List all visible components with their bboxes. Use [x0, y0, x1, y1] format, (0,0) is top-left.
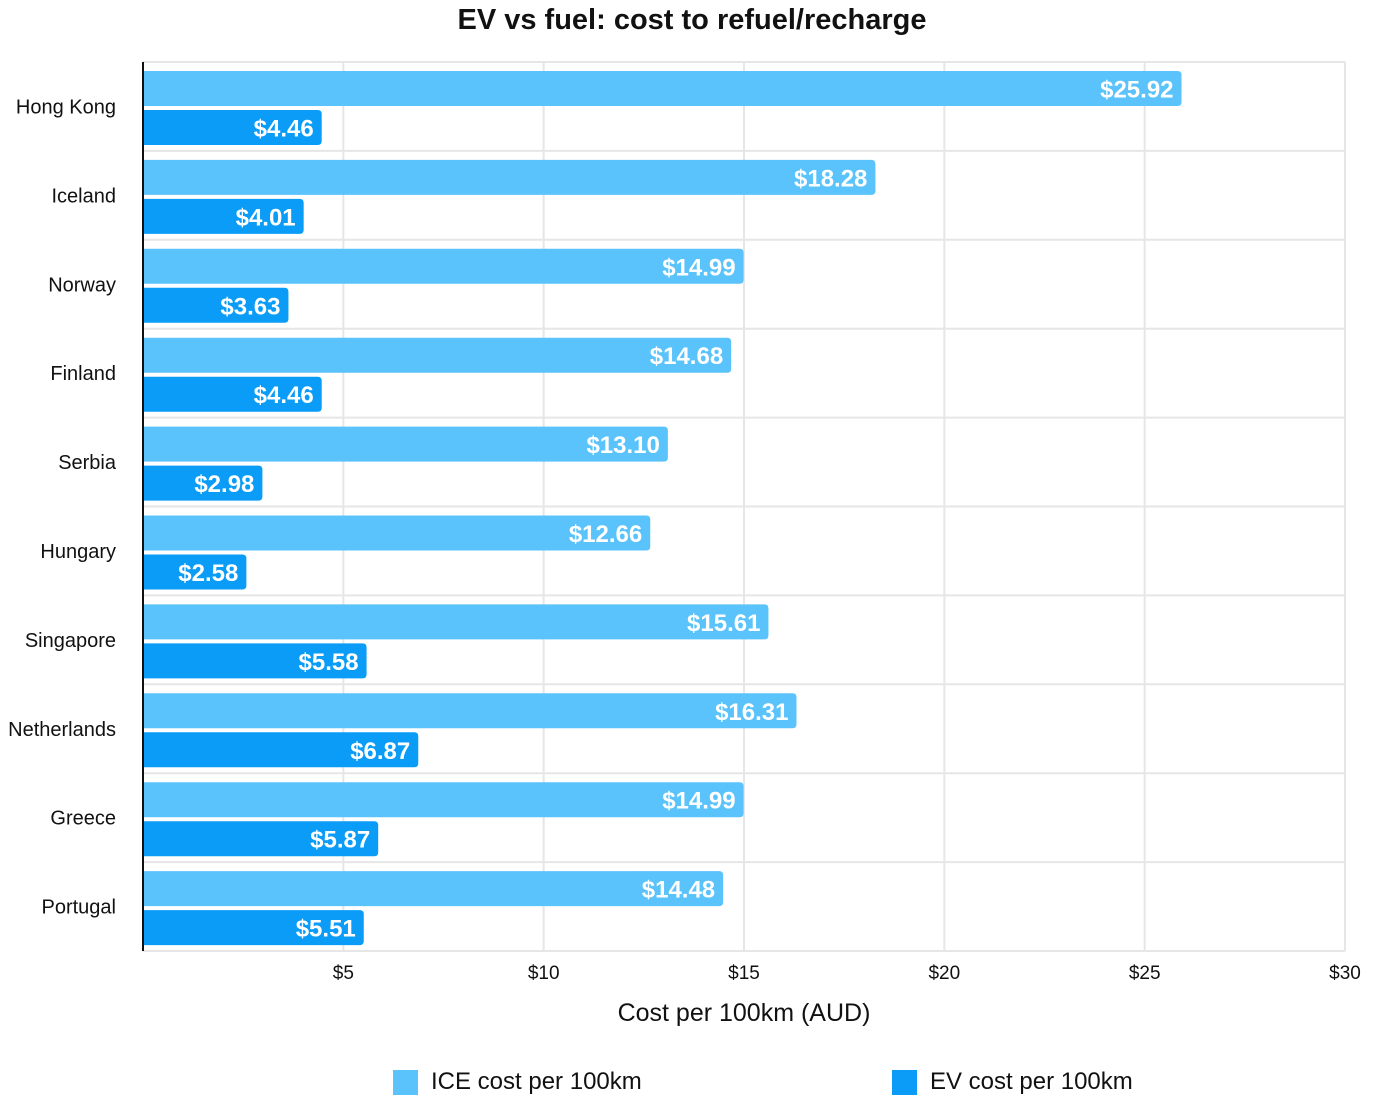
bar-ev — [143, 198, 304, 234]
x-axis-label: Cost per 100km (AUD) — [618, 999, 871, 1027]
y-category-label: Hungary — [40, 541, 116, 563]
bar-ice — [143, 782, 744, 818]
legend-swatch-ice — [393, 1069, 418, 1095]
bar-value-label: $13.10 — [586, 432, 659, 459]
y-category-label: Norway — [48, 274, 116, 296]
bar-value-label: $4.46 — [254, 382, 314, 409]
y-category-label: Iceland — [52, 185, 117, 207]
bar-value-label: $2.98 — [194, 471, 254, 498]
legend-label-ice: ICE cost per 100km — [431, 1068, 642, 1095]
bar-value-label: $14.99 — [662, 254, 735, 281]
bar-value-label: $3.63 — [220, 293, 280, 320]
y-category-label: Netherlands — [8, 719, 116, 741]
bar-ice — [143, 515, 651, 551]
bar-ev — [143, 554, 247, 590]
y-category-label: Singapore — [25, 630, 116, 652]
y-category-label: Serbia — [58, 452, 117, 474]
bar-ev — [143, 732, 419, 768]
gridlines — [143, 61, 1346, 952]
legend-item-ev: EV cost per 100km — [892, 1068, 1133, 1096]
bar-value-label: $15.61 — [687, 610, 760, 637]
bar-value-label: $12.66 — [569, 521, 642, 548]
bar-value-label: $5.87 — [310, 827, 370, 854]
bar-value-label: $5.58 — [299, 649, 359, 676]
bar-ev — [143, 821, 379, 857]
bar-ice — [143, 71, 1182, 106]
x-tick-label: $30 — [1329, 963, 1361, 984]
legend-label-ev: EV cost per 100km — [930, 1068, 1133, 1095]
x-tick-label: $15 — [728, 963, 760, 984]
y-category-label: Portugal — [42, 897, 117, 919]
y-category-label: Finland — [50, 363, 116, 385]
bar-ice — [143, 426, 668, 462]
bar-value-label: $4.46 — [254, 116, 314, 143]
legend-swatch-ev — [892, 1069, 917, 1095]
bar-ev — [143, 465, 263, 501]
bar-value-label: $4.01 — [236, 204, 296, 231]
bar-ice — [143, 693, 797, 729]
x-tick-label: $25 — [1129, 963, 1161, 984]
bar-ice — [143, 604, 769, 640]
x-tick-label: $10 — [528, 963, 560, 984]
bar-value-label: $5.51 — [296, 916, 356, 943]
bar-value-label: $18.28 — [794, 165, 867, 192]
bar-ev — [143, 287, 289, 323]
bars — [143, 71, 1182, 946]
x-tick-label: $20 — [928, 963, 960, 984]
bar-ice — [143, 159, 876, 195]
legend-item-ice: ICE cost per 100km — [393, 1068, 642, 1096]
bar-value-label: $14.48 — [642, 877, 715, 904]
bar-value-label: $16.31 — [715, 699, 788, 726]
bar-value-label: $14.99 — [662, 788, 735, 815]
bar-chart: $5 $10 $15 $20 $25 $30 Hong Kong $25.92 $4.46 Ice… — [8, 61, 1361, 1027]
bar-ev — [143, 910, 364, 946]
chart-title: EV vs fuel: cost to refuel/recharge — [457, 4, 927, 36]
labels: $5 $10 $15 $20 $25 $30 Hong Kong $25.92 $4.46 Ice… — [8, 77, 1361, 985]
legend: ICE cost per 100km EV cost per 100km — [0, 1068, 1384, 1098]
y-category-label: Hong Kong — [16, 96, 116, 118]
bar-value-label: $6.87 — [350, 738, 410, 765]
y-category-label: Greece — [50, 808, 116, 830]
bar-ice — [143, 248, 744, 284]
bar-value-label: $25.92 — [1100, 77, 1173, 104]
bar-ice — [143, 871, 724, 907]
bar-ev — [143, 643, 367, 679]
bar-value-label: $2.58 — [178, 560, 238, 587]
x-tick-label: $5 — [333, 963, 354, 984]
bar-value-label: $14.68 — [650, 343, 723, 370]
bar-ev — [143, 376, 322, 412]
bar-ice — [143, 337, 732, 373]
bar-ev — [143, 110, 322, 145]
